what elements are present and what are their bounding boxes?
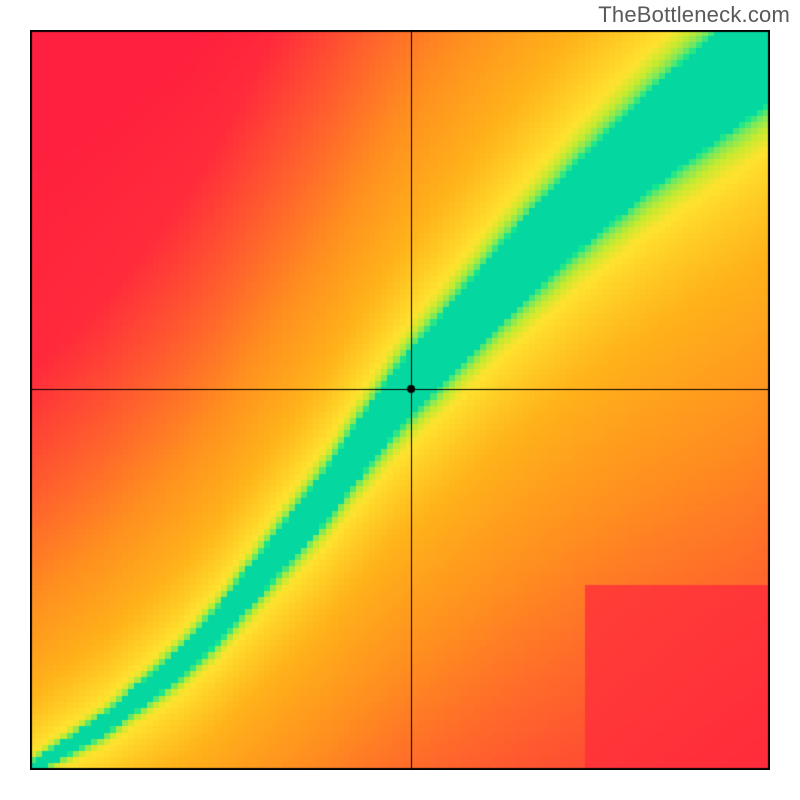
bottleneck-heatmap <box>30 30 770 770</box>
watermark-text: TheBottleneck.com <box>598 2 790 28</box>
